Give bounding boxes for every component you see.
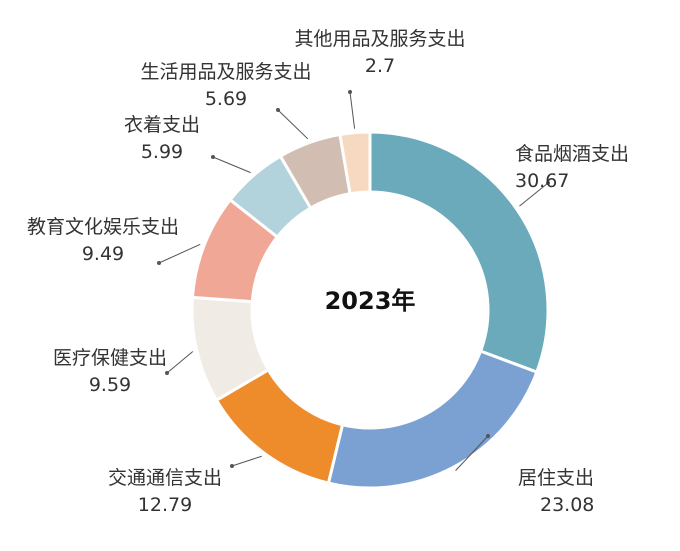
- leader-line-2: [231, 455, 262, 467]
- leader-dot-5: [211, 155, 215, 159]
- slice-label-3: 医疗保健支出: [53, 347, 167, 369]
- leader-line-3: [166, 351, 194, 374]
- slice-label-4: 教育文化娱乐支出: [27, 216, 179, 238]
- slice-value-5: 5.99: [141, 141, 183, 163]
- leader-lines: [157, 90, 550, 471]
- donut-slices: [190, 130, 550, 490]
- leader-dot-2: [230, 464, 234, 468]
- slice-label-6: 生活用品及服务支出: [140, 61, 311, 83]
- slice-value-2: 12.79: [138, 494, 192, 516]
- leader-dot-0: [546, 181, 550, 185]
- leader-line-7: [349, 91, 356, 129]
- slice-label-5: 衣着支出: [124, 114, 200, 136]
- center-year-label: 2023年: [325, 287, 416, 315]
- leader-line-4: [158, 243, 201, 264]
- leader-dot-4: [157, 261, 161, 265]
- slice-value-6: 5.69: [205, 88, 247, 110]
- slice-value-1: 23.08: [540, 494, 594, 516]
- slice-value-3: 9.59: [89, 374, 131, 396]
- slice-label-1: 居住支出: [518, 467, 594, 489]
- slice-value-7: 2.7: [365, 55, 395, 77]
- slice-0: [368, 130, 550, 375]
- slice-label-2: 交通通信支出: [108, 467, 222, 489]
- leader-line-5: [212, 156, 251, 174]
- slice-label-0: 食品烟酒支出: [515, 143, 629, 165]
- slice-value-4: 9.49: [82, 243, 124, 265]
- leader-line-0: [519, 182, 549, 207]
- slice-labels: 食品烟酒支出 30.67 居住支出 23.08 交通通信支出 12.79 医疗保健支出 9.5…: [27, 28, 629, 516]
- slice-value-0: 30.67: [515, 170, 569, 192]
- leader-dot-7: [348, 90, 352, 94]
- leader-dot-3: [165, 371, 169, 375]
- slice-label-7: 其他用品及服务支出: [294, 28, 465, 50]
- slice-7: [338, 130, 372, 196]
- leader-line-6: [277, 109, 309, 140]
- leader-dot-1: [486, 434, 490, 438]
- slice-1: [326, 349, 539, 490]
- leader-dot-6: [276, 108, 280, 112]
- leader-line-1: [455, 435, 489, 471]
